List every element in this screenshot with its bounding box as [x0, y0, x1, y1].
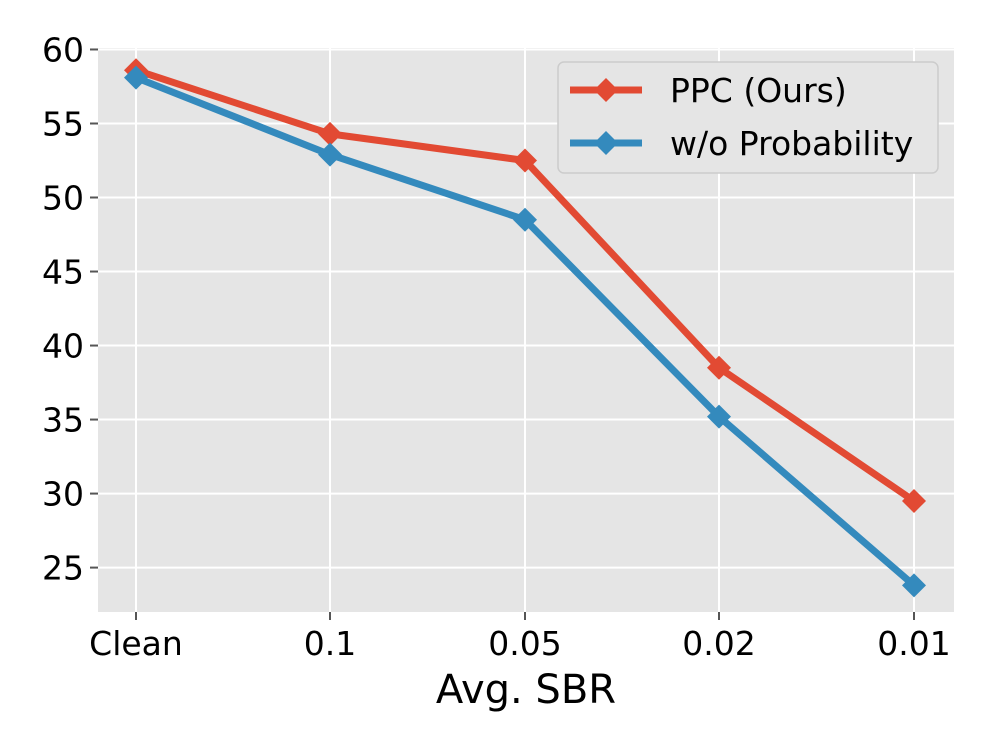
y-tick-label: 45: [42, 253, 84, 292]
data-point-marker: [902, 573, 926, 598]
y-tick-label: 25: [42, 549, 84, 588]
x-tick-label: 0.02: [682, 624, 755, 663]
data-point-marker: [513, 207, 537, 232]
legend-item: w/o Probability: [570, 124, 913, 163]
x-tick-label: 0.1: [304, 624, 356, 663]
x-tick-label: 0.01: [877, 624, 950, 663]
y-tick-label: 35: [42, 401, 84, 440]
data-point-marker: [513, 148, 537, 173]
y-tick-label: 50: [42, 179, 84, 218]
x-axis-title: Avg. SBR: [436, 667, 616, 713]
data-point-marker: [318, 121, 342, 146]
legend: PPC (Ours) w/o Probability: [557, 61, 939, 174]
legend-label: PPC (Ours): [670, 71, 847, 110]
y-tick-label: 30: [42, 475, 84, 514]
legend-frame: [557, 61, 939, 174]
y-tick-label: 55: [42, 104, 84, 143]
legend-marker-swatch: [594, 78, 618, 102]
legend-label: w/o Probability: [670, 124, 913, 163]
legend-marker-swatch: [594, 131, 618, 155]
x-tick-label: Clean: [89, 624, 183, 663]
series-lines: [124, 58, 926, 598]
grid-lines: [98, 48, 954, 612]
y-tick-label: 40: [42, 327, 84, 366]
legend-item: PPC (Ours): [570, 71, 847, 110]
series-2: [124, 65, 926, 598]
data-point-marker: [124, 65, 148, 90]
x-tick-label: 0.05: [488, 624, 561, 663]
axis-ticks: 25 30 35 40 45 50 55 60 Clean 0.1 0.05 0.02 0.01: [42, 30, 951, 663]
data-point-marker: [318, 142, 342, 167]
data-point-marker: [902, 488, 926, 513]
y-tick-label: 60: [42, 30, 84, 69]
data-point-marker: [707, 355, 731, 380]
data-point-marker: [707, 404, 731, 429]
